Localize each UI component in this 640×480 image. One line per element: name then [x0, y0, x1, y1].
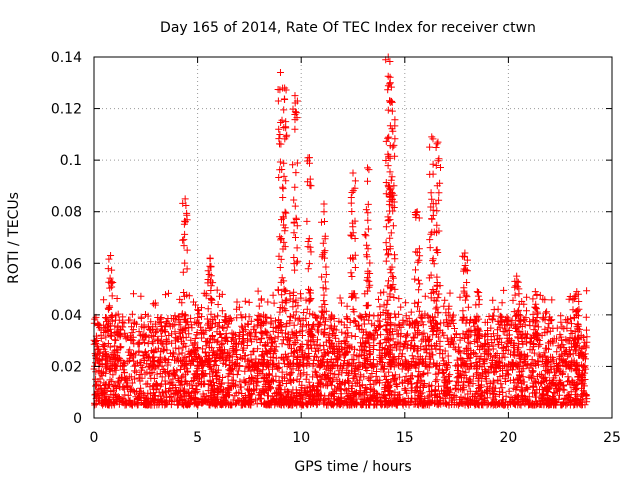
data-point-peak [281, 84, 289, 92]
x-tick-label: 25 [603, 430, 621, 446]
y-tick-label: 0.04 [51, 308, 82, 324]
data-point-peak [386, 79, 394, 87]
y-tick-label: 0.06 [51, 256, 82, 272]
data-point-peak [107, 252, 115, 260]
x-tick-label: 10 [292, 430, 310, 446]
data-point-peak [473, 288, 481, 296]
data-point-peak [206, 254, 214, 262]
data-point-peak [276, 68, 284, 76]
data-point-peak [413, 208, 421, 216]
scatter-cloud [90, 56, 591, 409]
y-tick-label: 0.08 [51, 205, 82, 221]
data-point-peak [349, 169, 357, 177]
y-tick-label: 0.14 [51, 50, 82, 66]
y-axis-label: ROTI / TECUs [6, 192, 22, 284]
data-point-peak [305, 154, 313, 162]
data-point-peak [428, 133, 436, 141]
y-tick-label: 0 [73, 411, 82, 427]
x-tick-label: 20 [499, 430, 517, 446]
data-points [90, 53, 591, 409]
x-axis-label: GPS time / hours [294, 459, 411, 475]
y-tick-label: 0.1 [60, 153, 82, 169]
data-point-peak [461, 249, 469, 257]
y-tick-label: 0.02 [51, 359, 82, 375]
data-point-peak [388, 107, 396, 115]
data-point-peak [434, 138, 442, 146]
x-tick-label: 15 [396, 430, 414, 446]
axis-ticks: 0 5 10 15 20 25 0 0.02 0.04 0.06 0.08 0.1 0.12 0.14 [51, 50, 621, 446]
data-point-peak [291, 92, 299, 100]
x-tick-label: 0 [90, 430, 99, 446]
data-point-peak [513, 272, 521, 280]
data-point-peak [320, 200, 328, 208]
chart-title: Day 165 of 2014, Rate Of TEC Index for r… [160, 20, 536, 36]
data-point-peak [531, 288, 539, 296]
y-tick-label: 0.12 [51, 102, 82, 118]
x-tick-label: 5 [193, 430, 202, 446]
data-point-peak [364, 164, 372, 172]
plot-frame [93, 56, 613, 419]
data-point-peak [181, 195, 189, 203]
data-point-peak [573, 288, 581, 296]
